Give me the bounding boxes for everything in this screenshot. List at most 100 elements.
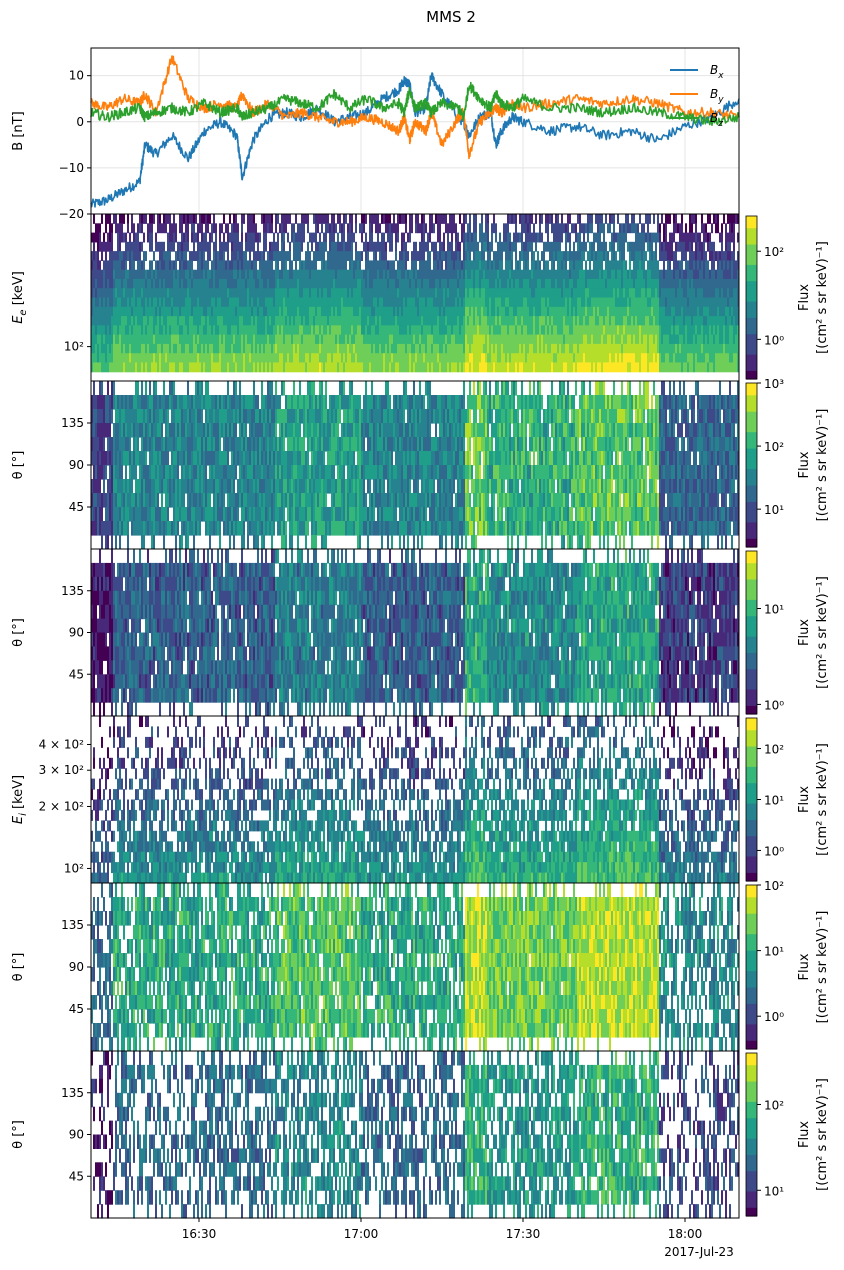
colorbar-segment <box>746 596 757 601</box>
colorbar-segment <box>746 261 757 266</box>
colorbar-label-flux: Flux <box>797 619 812 646</box>
colorbar-segment <box>746 938 757 943</box>
colorbar-segment <box>746 338 757 343</box>
colorbar-segment <box>746 1122 757 1127</box>
colorbar-segment <box>746 1078 757 1083</box>
colorbar-tick-label: 10⁰ <box>764 1010 784 1024</box>
b-ylabel: B [nT] <box>11 111 26 150</box>
colorbar-segment <box>746 424 757 429</box>
colorbar-segment <box>746 1200 757 1205</box>
colorbar-segment <box>746 592 757 597</box>
colorbar-segment <box>746 1208 757 1213</box>
time-tick-label: 17:00 <box>344 1227 379 1241</box>
colorbar-segment <box>746 628 757 633</box>
colorbar-segment <box>746 673 757 678</box>
spectrogram-ytick-label: 10² <box>64 340 84 354</box>
colorbar-segment <box>746 412 757 417</box>
colorbar-segment <box>746 791 757 796</box>
colorbar-segment <box>746 975 757 980</box>
b-field-plot-area <box>91 48 739 214</box>
colorbar-segment <box>746 440 757 445</box>
colorbar-segment <box>746 820 757 825</box>
colorbar-segment <box>746 432 757 437</box>
spectrogram-ylabel: θ [°] <box>11 618 26 647</box>
colorbar-segment <box>746 848 757 853</box>
colorbar-segment <box>746 992 757 997</box>
colorbar-segment <box>746 342 757 347</box>
colorbar-segment <box>746 824 757 829</box>
colorbar-segment <box>746 1033 757 1038</box>
colorbar-segment <box>746 1102 757 1107</box>
colorbar-segment <box>746 657 757 662</box>
colorbar-tick-label: 10¹ <box>764 1184 784 1198</box>
colorbar-tick-label: 10² <box>764 245 784 259</box>
colorbar-segment <box>746 510 757 515</box>
colorbar-segment <box>746 1196 757 1201</box>
colorbar-segment <box>746 759 757 764</box>
spectrogram-ytick-label: 135 <box>61 1086 84 1100</box>
colorbar-segment <box>746 897 757 902</box>
colorbar-segment <box>746 853 757 858</box>
colorbar-segment <box>746 457 757 462</box>
colorbar-tick-label: 10⁰ <box>764 844 784 858</box>
colorbar-segment <box>746 351 757 356</box>
colorbar-segment <box>746 918 757 923</box>
colorbar-segment <box>746 428 757 433</box>
colorbar-segment <box>746 1167 757 1172</box>
colorbar-segment <box>746 734 757 739</box>
colorbar-tick-label: 10¹ <box>764 794 784 808</box>
colorbar-segment <box>746 1053 757 1058</box>
colorbar-segment <box>746 694 757 699</box>
colorbar-label-units: [(cm² s sr keV)⁻¹] <box>815 576 830 689</box>
colorbar-segment <box>746 257 757 262</box>
colorbar-segment <box>746 1110 757 1115</box>
colorbar-segment <box>746 1082 757 1087</box>
colorbar-segment <box>746 1151 757 1156</box>
colorbar-segment <box>746 800 757 805</box>
colorbar-segment <box>746 832 757 837</box>
colorbar-tick-label: 10² <box>764 440 784 454</box>
colorbar-segment <box>746 322 757 327</box>
colorbar-segment <box>746 1090 757 1095</box>
colorbar-tick-label: 10³ <box>764 377 784 391</box>
colorbar-segment <box>746 1147 757 1152</box>
colorbar-segment <box>746 228 757 233</box>
colorbar-segment <box>746 498 757 503</box>
colorbar-segment <box>746 889 757 894</box>
colorbar-segment <box>746 1179 757 1184</box>
colorbar-segment <box>746 293 757 298</box>
colorbar-segment <box>746 930 757 935</box>
colorbar-label-units: [(cm² s sr keV)⁻¹] <box>815 743 830 856</box>
colorbar-segment <box>746 584 757 589</box>
colorbar-segment <box>746 1020 757 1025</box>
colorbar-segment <box>746 702 757 707</box>
colorbar-segment <box>746 1094 757 1099</box>
colorbar-segment <box>746 502 757 507</box>
colorbar-segment <box>746 988 757 993</box>
colorbar-segment <box>746 330 757 335</box>
spectrogram-ytick-label: 3 × 10² <box>39 763 85 777</box>
colorbar-segment <box>746 747 757 752</box>
colorbar-segment <box>746 514 757 519</box>
colorbar-segment <box>746 906 757 911</box>
colorbar-segment <box>746 277 757 282</box>
colorbar-segment <box>746 885 757 890</box>
colorbar-segment <box>746 690 757 695</box>
colorbar-segment <box>746 481 757 486</box>
colorbar-segment <box>746 1175 757 1180</box>
colorbar-segment <box>746 269 757 274</box>
spectrogram-ytick-label: 90 <box>69 960 84 974</box>
colorbar-segment <box>746 1000 757 1005</box>
b-ytick-label: −10 <box>59 161 84 175</box>
colorbar-segment <box>746 567 757 572</box>
colorbar-segment <box>746 812 757 817</box>
colorbar-tick-label: 10¹ <box>764 503 784 517</box>
colorbar-segment <box>746 1004 757 1009</box>
colorbar-tick-label: 10² <box>764 1098 784 1112</box>
colorbar-segment <box>746 236 757 241</box>
colorbar-tick-label: 10² <box>764 743 784 757</box>
